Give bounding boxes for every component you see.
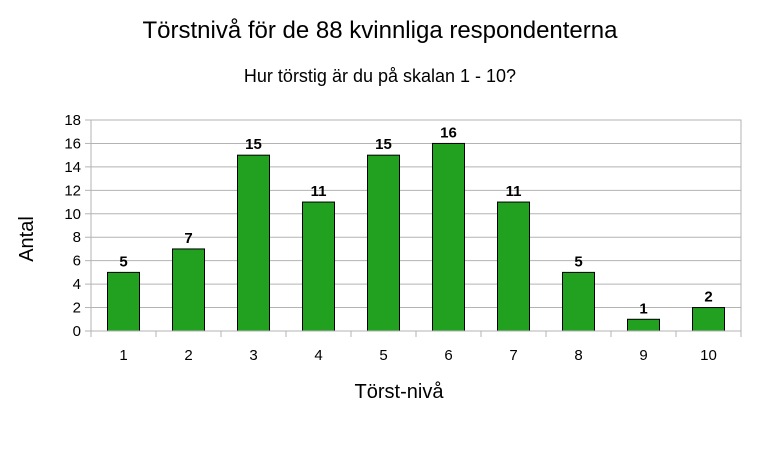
x-axis-label: Törst-nivå: [355, 381, 445, 403]
y-axis-label: Antal: [16, 216, 38, 262]
data-label: 5: [119, 253, 127, 270]
x-axis-ticks: 1 2 3 4 5 6 7 8 9 10: [90, 331, 742, 364]
x-tick-label: 7: [509, 347, 517, 364]
data-label: 2: [704, 289, 712, 306]
bar: [237, 154, 270, 332]
x-tick-label: 3: [249, 347, 257, 364]
x-tick-label: 6: [444, 347, 452, 364]
y-axis-ticks: 0 2 4 6 8 10 12 14 16 18: [64, 112, 91, 340]
x-tick-label: 10: [700, 347, 717, 364]
plot-area-frame: [90, 119, 742, 332]
bar: [497, 201, 530, 332]
data-label: 15: [245, 136, 262, 153]
data-label: 1: [639, 300, 647, 317]
data-label: 15: [375, 136, 392, 153]
data-label: 16: [440, 124, 457, 141]
x-tick-label: 2: [184, 347, 192, 364]
bar: [302, 201, 335, 332]
y-tick-label: 18: [64, 112, 81, 129]
bar: [107, 271, 140, 332]
y-tick-label: 6: [73, 253, 81, 270]
bar: [627, 318, 660, 332]
data-labels: 5 7 15 11 15 16 11 5 1 2: [119, 124, 712, 317]
y-tick-label: 10: [64, 206, 81, 223]
x-tick-label: 5: [379, 347, 387, 364]
data-label: 11: [311, 183, 327, 200]
y-tick-label: 2: [73, 300, 81, 317]
x-tick-label: 8: [574, 347, 582, 364]
bars: [107, 142, 725, 332]
y-tick-label: 4: [73, 276, 81, 293]
bar: [172, 248, 205, 332]
bar: [692, 307, 725, 332]
x-tick-label: 4: [314, 347, 322, 364]
x-tick-label: 9: [639, 347, 647, 364]
data-label: 5: [574, 253, 582, 270]
data-label: 11: [506, 183, 522, 200]
data-label: 7: [184, 230, 192, 247]
x-tick-label: 1: [119, 347, 127, 364]
bar: [562, 271, 595, 332]
bar: [367, 154, 400, 332]
y-tick-label: 0: [73, 323, 81, 340]
chart-title: Törstnivå för de 88 kvinnliga respondent…: [143, 17, 619, 44]
bar: [432, 142, 465, 332]
y-tick-label: 16: [64, 135, 81, 152]
y-tick-label: 14: [64, 159, 81, 176]
y-tick-label: 12: [64, 182, 81, 199]
y-tick-label: 8: [73, 229, 81, 246]
chart-subtitle: Hur törstig är du på skalan 1 - 10?: [244, 66, 516, 86]
